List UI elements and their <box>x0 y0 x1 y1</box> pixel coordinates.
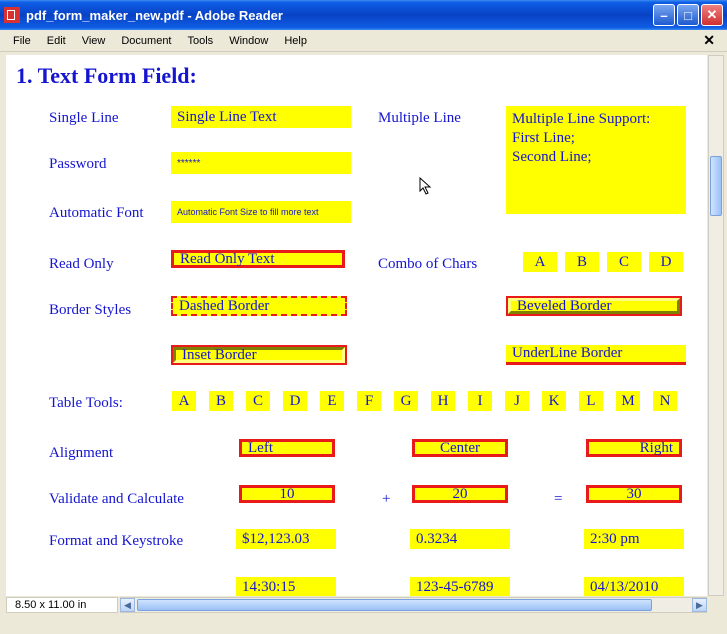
document-viewport[interactable]: 1. Text Form Field: Single Line Single L… <box>6 55 707 596</box>
label-alignment: Alignment <box>49 445 113 462</box>
field-calc-b[interactable]: 20 <box>412 485 508 503</box>
label-single-line: Single Line <box>49 110 119 127</box>
content-area: 1. Text Form Field: Single Line Single L… <box>0 52 727 614</box>
field-fmt-decimal[interactable]: 0.3234 <box>410 529 510 549</box>
label-format: Format and Keystroke <box>49 533 183 550</box>
field-readonly: Read Only Text <box>171 250 345 268</box>
label-combo: Combo of Chars <box>378 256 477 273</box>
field-align-center[interactable]: Center <box>412 439 508 457</box>
menu-document[interactable]: Document <box>114 33 178 49</box>
window-title: pdf_form_maker_new.pdf - Adobe Reader <box>26 8 283 23</box>
table-cell-m[interactable]: M <box>616 391 640 411</box>
field-inset-border[interactable]: Inset Border <box>173 347 345 363</box>
window-titlebar: pdf_form_maker_new.pdf - Adobe Reader – … <box>0 0 727 30</box>
label-password: Password <box>49 156 107 173</box>
pdf-page: 1. Text Form Field: Single Line Single L… <box>6 55 707 111</box>
field-multiple-line[interactable]: Multiple Line Support: First Line; Secon… <box>506 106 686 214</box>
label-multiple-line: Multiple Line <box>378 110 461 127</box>
hscroll-left-arrow[interactable]: ◀ <box>120 598 135 612</box>
combo-char-a[interactable]: A <box>523 252 557 272</box>
maximize-button[interactable]: □ <box>677 4 699 26</box>
field-align-right[interactable]: Right <box>586 439 682 457</box>
doc-close-button[interactable]: ✕ <box>697 32 721 49</box>
table-cell-c[interactable]: C <box>246 391 270 411</box>
close-button[interactable]: ✕ <box>701 4 723 26</box>
field-single-line[interactable]: Single Line Text <box>171 106 351 128</box>
hscroll-thumb[interactable] <box>137 599 652 611</box>
table-cell-n[interactable]: N <box>653 391 677 411</box>
field-password[interactable]: ****** <box>171 152 351 174</box>
table-cell-g[interactable]: G <box>394 391 418 411</box>
field-fmt-ssn[interactable]: 123-45-6789 <box>410 577 510 596</box>
vertical-scrollbar[interactable] <box>708 55 724 596</box>
hscroll-right-arrow[interactable]: ▶ <box>692 598 707 612</box>
menu-tools[interactable]: Tools <box>181 33 221 49</box>
label-borderstyles: Border Styles <box>49 302 131 319</box>
table-cell-h[interactable]: H <box>431 391 455 411</box>
table-cell-e[interactable]: E <box>320 391 344 411</box>
field-fmt-time12[interactable]: 2:30 pm <box>584 529 684 549</box>
label-eq: = <box>554 491 562 508</box>
field-fmt-time24[interactable]: 14:30:15 <box>236 577 336 596</box>
page-title: 1. Text Form Field: <box>16 63 701 89</box>
menu-window[interactable]: Window <box>222 33 275 49</box>
table-cell-b[interactable]: B <box>209 391 233 411</box>
field-fmt-currency[interactable]: $12,123.03 <box>236 529 336 549</box>
menu-help[interactable]: Help <box>277 33 314 49</box>
label-autofont: Automatic Font <box>49 205 144 222</box>
field-dashed-border[interactable]: Dashed Border <box>171 296 347 316</box>
field-fmt-date[interactable]: 04/13/2010 <box>584 577 684 596</box>
cursor-icon <box>419 177 433 197</box>
horizontal-scrollbar[interactable]: ◀ ▶ <box>120 597 707 613</box>
label-validate: Validate and Calculate <box>49 491 184 508</box>
table-cell-a[interactable]: A <box>172 391 196 411</box>
table-cell-j[interactable]: J <box>505 391 529 411</box>
table-cell-d[interactable]: D <box>283 391 307 411</box>
minimize-button[interactable]: – <box>653 4 675 26</box>
menu-edit[interactable]: Edit <box>40 33 73 49</box>
label-plus: + <box>382 491 390 508</box>
menu-file[interactable]: File <box>6 33 38 49</box>
vscroll-thumb[interactable] <box>710 156 722 216</box>
field-underline-border[interactable]: UnderLine Border <box>506 345 686 365</box>
menubar: File Edit View Document Tools Window Hel… <box>0 30 727 52</box>
label-readonly: Read Only <box>49 256 114 273</box>
app-icon <box>4 7 20 23</box>
field-align-left[interactable]: Left <box>239 439 335 457</box>
field-calc-c[interactable]: 30 <box>586 485 682 503</box>
table-cell-l[interactable]: L <box>579 391 603 411</box>
table-cell-k[interactable]: K <box>542 391 566 411</box>
table-cell-i[interactable]: I <box>468 391 492 411</box>
combo-char-c[interactable]: C <box>607 252 641 272</box>
field-autofont[interactable]: Automatic Font Size to fill more text <box>171 201 351 223</box>
page-size-status: 8.50 x 11.00 in <box>6 597 118 613</box>
menu-view[interactable]: View <box>75 33 113 49</box>
window-controls: – □ ✕ <box>653 4 723 26</box>
combo-char-b[interactable]: B <box>565 252 599 272</box>
table-cell-f[interactable]: F <box>357 391 381 411</box>
field-beveled-border[interactable]: Beveled Border <box>508 298 680 314</box>
combo-char-d[interactable]: D <box>649 252 683 272</box>
field-calc-a[interactable]: 10 <box>239 485 335 503</box>
label-tabletools: Table Tools: <box>49 395 123 412</box>
